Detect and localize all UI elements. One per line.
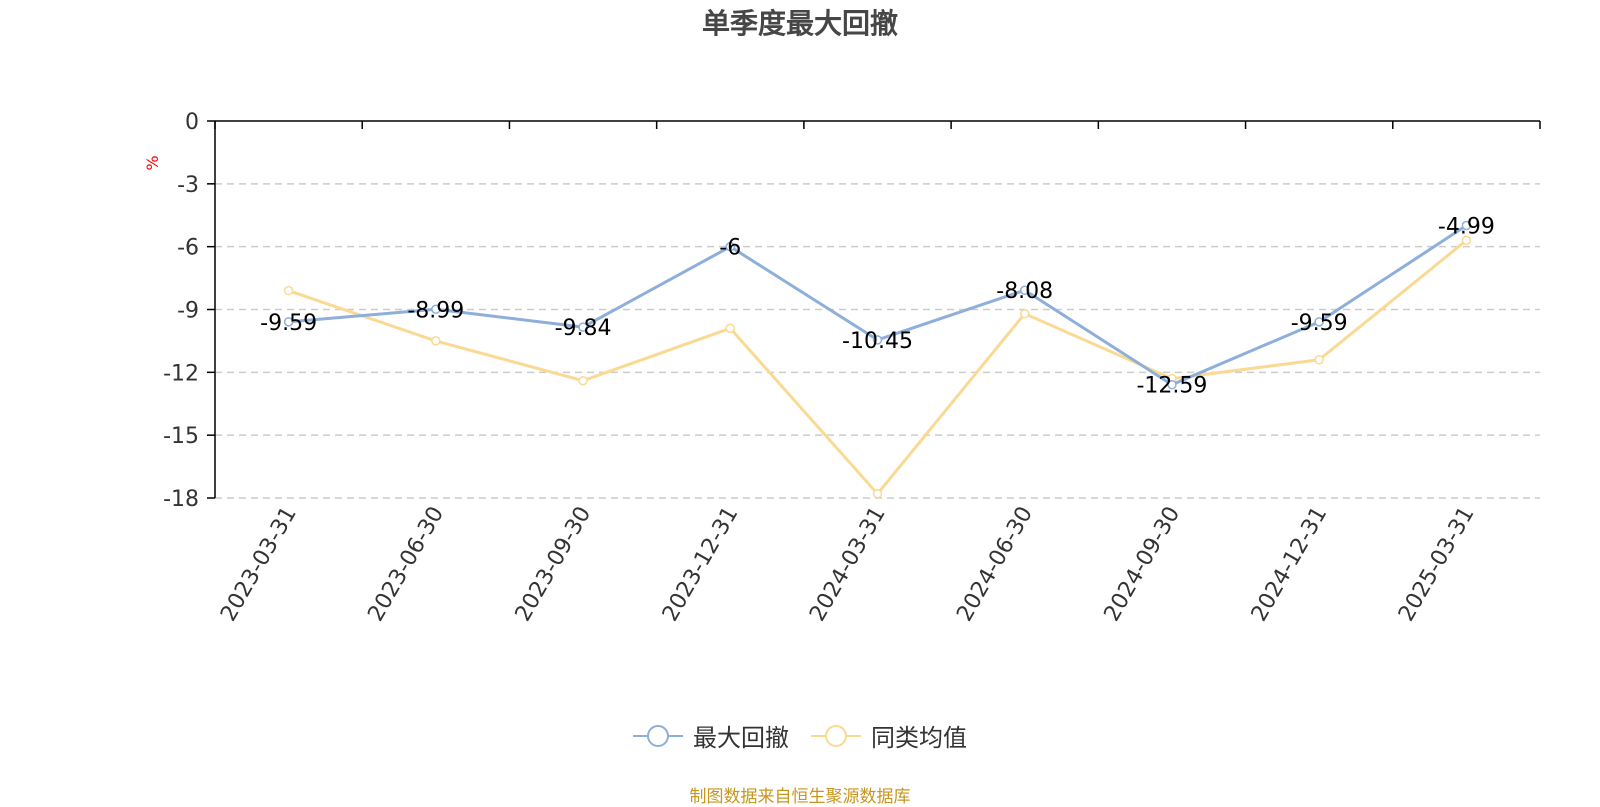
legend-item-series-1[interactable]: 最大回撤	[633, 718, 789, 753]
legend: 最大回撤 同类均值	[0, 718, 1600, 753]
legend-marker-series-1-icon	[633, 724, 683, 747]
data-point-series-1[interactable]	[1461, 220, 1472, 231]
x-tick-label: 2023-09-30	[511, 503, 597, 626]
data-point-series-1[interactable]	[431, 304, 441, 315]
data-point-series-2[interactable]	[1314, 355, 1324, 365]
legend-label-series-2: 同类均值	[871, 724, 967, 752]
data-point-series-2[interactable]	[1019, 308, 1030, 319]
data-point-series-2[interactable]	[283, 285, 294, 296]
y-tick-label: -18	[163, 487, 199, 512]
data-label: -9.84	[555, 316, 612, 341]
data-point-series-1[interactable]	[1019, 285, 1030, 295]
data-point-series-1[interactable]	[872, 335, 883, 345]
data-label: -10.45	[842, 329, 913, 354]
legend-label-series-1: 最大回撤	[693, 724, 789, 752]
x-tick-label: 2023-12-31	[658, 503, 744, 626]
y-axis-unit-label: %	[143, 155, 162, 170]
y-tick-label: 0	[185, 110, 199, 135]
data-point-series-2[interactable]	[431, 336, 441, 346]
x-tick-label: 2024-12-31	[1247, 503, 1333, 626]
data-label: -4.99	[1438, 215, 1495, 240]
y-tick-label: -3	[177, 173, 199, 198]
series-lines	[283, 220, 1472, 499]
data-point-series-2[interactable]	[872, 489, 883, 499]
data-point-series-2[interactable]	[1461, 235, 1472, 246]
data-point-series-2[interactable]	[578, 375, 588, 386]
data-point-series-1[interactable]	[725, 241, 736, 252]
y-tick-label: -6	[177, 236, 199, 261]
data-labels: -9.59 -8.99 -9.84 -6 -10.45 -8.08 -12.59 -9.59 -…	[260, 215, 1495, 399]
data-point-series-1[interactable]	[1167, 379, 1177, 390]
data-label: -12.59	[1136, 374, 1207, 399]
x-tick-label: 2024-09-30	[1100, 503, 1186, 626]
y-tick-label: -15	[163, 424, 199, 449]
x-tick-label: 2024-03-31	[805, 503, 891, 626]
x-tick-label: 2023-06-30	[363, 503, 449, 626]
data-label: -8.08	[996, 279, 1053, 304]
x-tick-label: 2024-06-30	[952, 503, 1038, 626]
data-label: -6	[719, 236, 741, 261]
legend-marker-series-2-icon	[811, 724, 861, 747]
y-tick-label: -9	[177, 299, 199, 324]
x-tick-label: 2023-03-31	[216, 503, 302, 626]
data-point-series-1[interactable]	[1314, 317, 1324, 327]
x-tick-label: 2025-03-31	[1394, 503, 1480, 626]
data-label: -9.59	[1291, 311, 1348, 336]
data-label: -8.99	[407, 298, 464, 323]
chart-title: 单季度最大回撤	[701, 7, 898, 40]
data-point-series-1[interactable]	[283, 317, 294, 327]
series-line-2	[288, 239, 1468, 496]
data-point-series-1[interactable]	[578, 322, 588, 332]
y-tick-label: -12	[163, 361, 199, 386]
series-line-1	[288, 224, 1468, 387]
data-label: -9.59	[260, 311, 317, 336]
data-point-series-2[interactable]	[725, 323, 736, 334]
data-source-note: 制图数据来自恒生聚源数据库	[689, 787, 911, 807]
legend-item-series-2[interactable]: 同类均值	[811, 718, 967, 753]
axes: 0 -3 -6 -9 -12 -15 -18 2023-03-31 2023-06-30 2023…	[163, 110, 1541, 626]
